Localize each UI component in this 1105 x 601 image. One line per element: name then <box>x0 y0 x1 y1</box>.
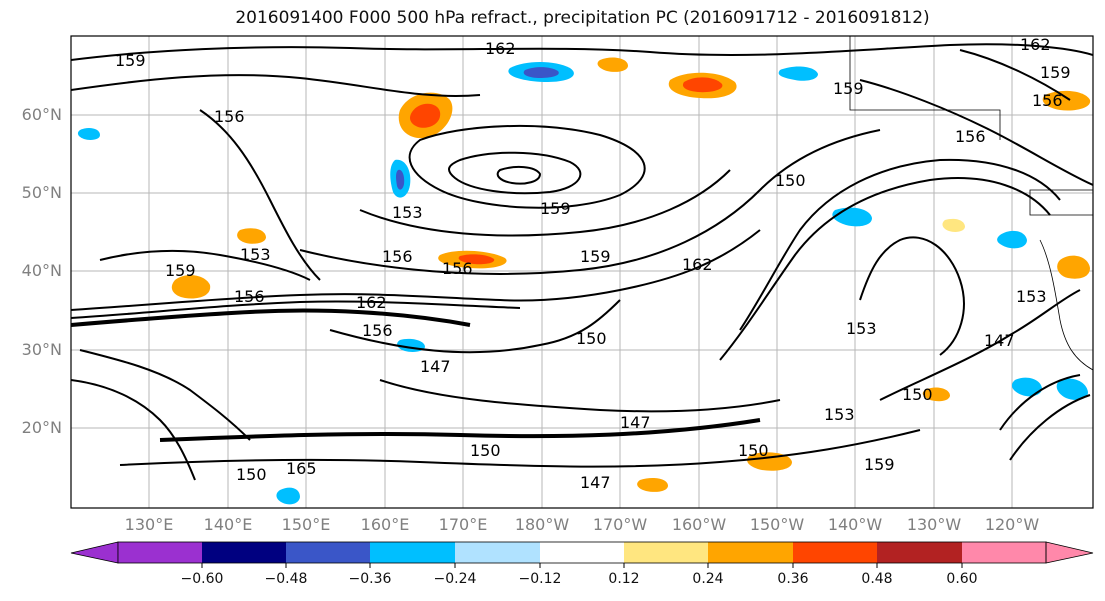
lon-label: 130°E <box>124 515 174 534</box>
contour-label: 159 <box>1040 63 1071 82</box>
contour-label: 162 <box>1020 35 1051 54</box>
lat-label: 30°N <box>21 340 62 359</box>
contour-label: 156 <box>382 247 413 266</box>
colorbar-bin <box>455 542 540 563</box>
contour-label: 159 <box>115 51 146 70</box>
contour-label: 153 <box>392 203 423 222</box>
colorbar-tick-label: 0.36 <box>777 571 809 587</box>
colorbar-bin <box>708 542 793 563</box>
colorbar-tick-label: 0.24 <box>692 571 724 587</box>
lon-label: 130°W <box>906 515 962 534</box>
lon-label: 170°E <box>438 515 488 534</box>
contour-label: 156 <box>362 321 393 340</box>
contour-label: 156 <box>214 107 245 126</box>
contour-label: 150 <box>576 329 607 348</box>
contour-label: 153 <box>846 319 877 338</box>
contour-label: 147 <box>580 473 611 492</box>
colorbar-bin <box>624 542 708 563</box>
contour-label: 162 <box>682 255 713 274</box>
refractivity-contours <box>71 43 1093 481</box>
colorbar-tick-label: −0.48 <box>264 571 308 587</box>
colorbar-tick-label: 0.60 <box>946 571 978 587</box>
contour-label: 153 <box>1016 287 1047 306</box>
contour-label: 153 <box>824 405 855 424</box>
lon-label: 160°E <box>360 515 410 534</box>
colorbar-bin <box>540 542 624 563</box>
contour-label: 156 <box>955 127 986 146</box>
contour-label: 156 <box>442 259 473 278</box>
colorbar-frame <box>117 541 1047 564</box>
contour-label: 162 <box>485 39 516 58</box>
contour-label: 147 <box>420 357 451 376</box>
colorbar-tick-label: 0.48 <box>861 571 893 587</box>
lon-label: 180°W <box>514 515 570 534</box>
contour-label: 150 <box>902 385 933 404</box>
lon-label: 150°E <box>281 515 331 534</box>
colorbar <box>70 541 1094 568</box>
contour-label: 162 <box>356 293 387 312</box>
colorbar-bin <box>962 542 1046 563</box>
lon-label: 140°E <box>203 515 253 534</box>
contour-label: 159 <box>864 455 895 474</box>
lon-label: 120°W <box>984 515 1040 534</box>
contour-label: 150 <box>470 441 501 460</box>
contour-label: 159 <box>165 261 196 280</box>
colorbar-tick-label: −0.24 <box>433 571 477 587</box>
contour-label: 159 <box>540 199 571 218</box>
colorbar-bin <box>877 542 962 563</box>
lon-label: 170°W <box>592 515 648 534</box>
lat-label: 60°N <box>21 105 62 124</box>
lon-label: 140°W <box>827 515 883 534</box>
contour-labels: 162 159 159 162 156 156 153 159 159 156 … <box>115 35 1071 492</box>
lon-label: 160°W <box>671 515 727 534</box>
colorbar-bin <box>793 542 877 563</box>
lat-label: 50°N <box>21 183 62 202</box>
contour-label: 150 <box>775 171 806 190</box>
colorbar-extend-low <box>70 541 119 564</box>
colorbar-extend-high <box>1045 541 1094 564</box>
map-title: 2016091400 F000 500 hPa refract., precip… <box>235 8 930 28</box>
contour-label: 159 <box>580 247 611 266</box>
colorbar-bin <box>286 542 370 563</box>
contour-label: 165 <box>286 459 317 478</box>
contour-label: 147 <box>620 413 651 432</box>
colorbar-tick-label: −0.12 <box>518 571 562 587</box>
contour-label: 156 <box>234 287 265 306</box>
precipitation-patches <box>77 57 1091 505</box>
contour-label: 147 <box>984 331 1015 350</box>
colorbar-bin <box>202 542 286 563</box>
coastlines <box>849 36 1093 371</box>
contour-label: 156 <box>1032 91 1063 110</box>
contour-label: 150 <box>236 465 267 484</box>
contour-label: 150 <box>738 441 769 460</box>
lon-label: 150°W <box>749 515 805 534</box>
contour-label: 153 <box>240 245 271 264</box>
colorbar-tick-label: −0.60 <box>180 571 224 587</box>
lat-label: 40°N <box>21 261 62 280</box>
colorbar-tick-label: 0.12 <box>608 571 640 587</box>
colorbar-bin <box>118 542 202 563</box>
plot-frame <box>70 35 1094 509</box>
contour-label: 159 <box>833 79 864 98</box>
colorbar-tick-label: −0.36 <box>348 571 392 587</box>
lat-label: 20°N <box>21 418 62 437</box>
colorbar-bin <box>370 542 455 563</box>
